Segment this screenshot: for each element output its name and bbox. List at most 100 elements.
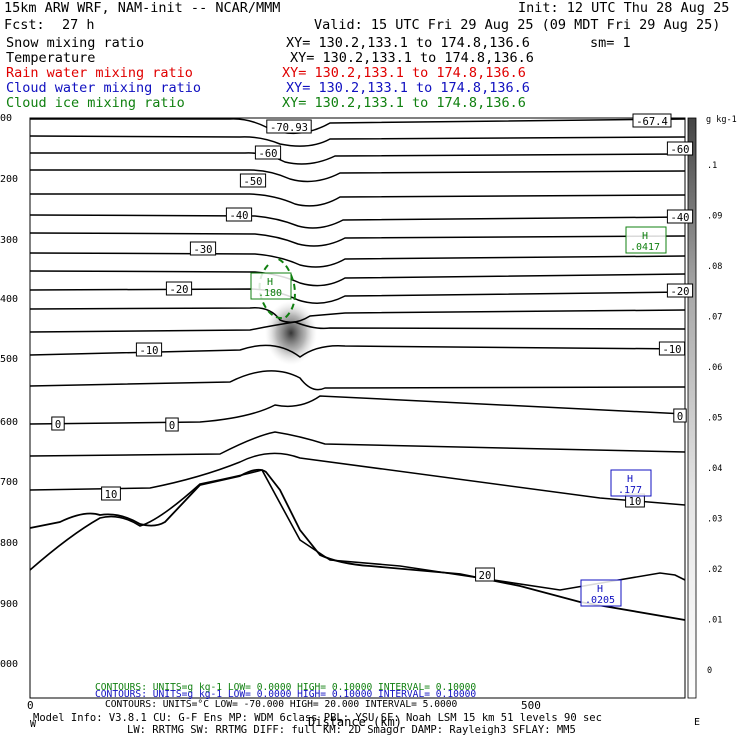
svg-text:-50: -50	[244, 176, 263, 188]
colorbar-tick-label: 0	[707, 666, 712, 676]
colorbar	[687, 117, 697, 699]
y-tick-label: 200	[0, 174, 18, 185]
isotherm	[29, 431, 686, 457]
contour-info-cloudice: CONTOURS: UNITS=g kg-1 LOW= 0.0000 HIGH=…	[95, 682, 476, 693]
svg-text:H: H	[627, 474, 633, 485]
contour-info-cloudwater: CONTOURS: UNITS=g kg-1 LOW= 0.0000 HIGH=…	[95, 689, 476, 700]
svg-text:-10: -10	[140, 345, 159, 357]
svg-text:-60: -60	[259, 148, 278, 160]
x-tick-label: 500	[521, 699, 541, 712]
isotherm	[30, 118, 686, 134]
colorbar-tick-label: .05	[707, 414, 722, 424]
colorbar-tick-label: .06	[707, 363, 722, 373]
isotherm	[29, 370, 686, 391]
isotherm	[29, 321, 686, 333]
svg-text:-60: -60	[671, 144, 690, 156]
plot-frame	[29, 117, 686, 699]
svg-text:0: 0	[169, 420, 175, 432]
temperature-contour-label: -60	[666, 141, 694, 156]
svg-text:H: H	[597, 584, 603, 595]
terrain-secondary	[29, 469, 686, 591]
high-marker: H.177	[610, 469, 652, 497]
svg-text:.0205: .0205	[585, 595, 615, 606]
high-marker: H.0205	[580, 579, 622, 607]
field-cloudice-xy: XY= 130.2,133.1 to 174.8,136.6	[282, 95, 526, 111]
isotherm	[29, 252, 686, 268]
corner-left-label: W	[30, 719, 37, 730]
svg-text:-10: -10	[663, 344, 682, 356]
field-cloudwater-name: Cloud water mixing ratio	[6, 80, 202, 96]
svg-text:.0417: .0417	[630, 242, 660, 253]
field-temp-name: Temperature	[6, 50, 96, 66]
temperature-contour-label: -67.4	[632, 113, 672, 128]
svg-text:0: 0	[677, 411, 683, 423]
contour-info-temperature: CONTOURS: UNITS=°C LOW= -70.000 HIGH= 20…	[105, 699, 458, 710]
colorbar-tick-label: .02	[707, 565, 722, 575]
temperature-contour-label: 0	[51, 416, 65, 431]
colorbar-tick-label: .01	[707, 616, 722, 626]
temperature-contour-label: 0	[673, 408, 687, 423]
isotherm	[29, 452, 686, 506]
isotherm	[29, 395, 686, 425]
temperature-contour-label: 10	[101, 486, 121, 501]
isotherm	[29, 135, 686, 147]
isotherm	[29, 232, 686, 247]
temperature-contour-label: -50	[239, 173, 267, 188]
field-cloudwater-xy: XY= 130.2,133.1 to 174.8,136.6	[286, 80, 530, 96]
x-axis-label: Distance (km)	[308, 715, 402, 729]
svg-text:20: 20	[479, 570, 492, 582]
temperature-contour-label: -20	[165, 281, 193, 296]
temperature-contour-label: -40	[225, 207, 253, 222]
temperature-contour-label: 20	[475, 567, 495, 582]
svg-text:H: H	[267, 277, 273, 288]
field-cloudice-name: Cloud ice mixing ratio	[6, 95, 185, 111]
svg-text:.177: .177	[618, 485, 642, 496]
field-snow-xy: XY= 130.2,133.1 to 174.8,136.6	[286, 35, 530, 51]
init-time: Init: 12 UTC Thu 28 Aug 25	[518, 0, 730, 16]
svg-text:10: 10	[105, 489, 118, 501]
isotherm	[29, 288, 686, 304]
svg-text:0: 0	[55, 419, 61, 431]
y-tick-label: 00	[0, 113, 12, 124]
colorbar-tick-label: .08	[707, 262, 722, 272]
svg-text:-30: -30	[194, 244, 213, 256]
colorbar-tick-label: .09	[707, 212, 722, 222]
temperature-contour-label: -30	[189, 241, 217, 256]
svg-text:-20: -20	[170, 284, 189, 296]
isotherm	[29, 307, 686, 323]
model-info-line: Model Info: V3.8.1 CU: G-F Ens MP: WDM 6…	[33, 712, 602, 724]
temperature-contour-label: -20	[666, 283, 694, 298]
high-marker: H.0417	[625, 226, 667, 254]
temperature-labels: -70.93 -67.4 -60 -60 -50 -40 -40 -30 -20 -20 -10 -1…	[51, 113, 694, 582]
svg-text:10: 10	[629, 496, 642, 508]
colorbar-tick-label: .1	[707, 161, 717, 171]
y-tick-label: 500	[0, 354, 18, 365]
model-title: 15km ARW WRF, NAM-init -- NCAR/MMM	[4, 0, 281, 16]
temperature-contour-label: -40	[666, 209, 694, 224]
y-tick-label: 600	[0, 417, 18, 428]
high-marker: H.180	[250, 272, 292, 300]
field-rain-xy: XY= 130.2,133.1 to 174.8,136.6	[282, 65, 526, 81]
y-tick-label: 900	[0, 599, 18, 610]
svg-text:-67.4: -67.4	[636, 116, 668, 128]
svg-text:H: H	[642, 231, 648, 242]
isotherm	[30, 169, 686, 183]
temperature-contour-label: -70.93	[266, 119, 312, 134]
y-tick-label: 400	[0, 294, 18, 305]
physics-info-line: LW: RRTMG SW: RRTMG DIFF: full KM: 2D Sm…	[127, 724, 576, 736]
field-temp-xy: XY= 130.2,133.1 to 174.8,136.6	[290, 50, 534, 66]
smoothing-label: sm= 1	[590, 35, 631, 51]
colorbar-tick-label: .03	[707, 515, 722, 525]
temperature-contours	[29, 118, 686, 506]
svg-text:-40: -40	[671, 212, 690, 224]
isotherm	[29, 214, 686, 229]
temperature-contour-label: 0	[165, 417, 179, 432]
forecast-label: Fcst:	[4, 17, 45, 33]
forecast-hour: 27 h	[62, 17, 95, 33]
colorbar-unit: g kg-1	[706, 115, 737, 125]
colorbar-tick-label: .07	[707, 313, 722, 323]
svg-text:-20: -20	[671, 286, 690, 298]
isotherm	[30, 152, 686, 165]
field-rain-name: Rain water mixing ratio	[6, 65, 193, 81]
